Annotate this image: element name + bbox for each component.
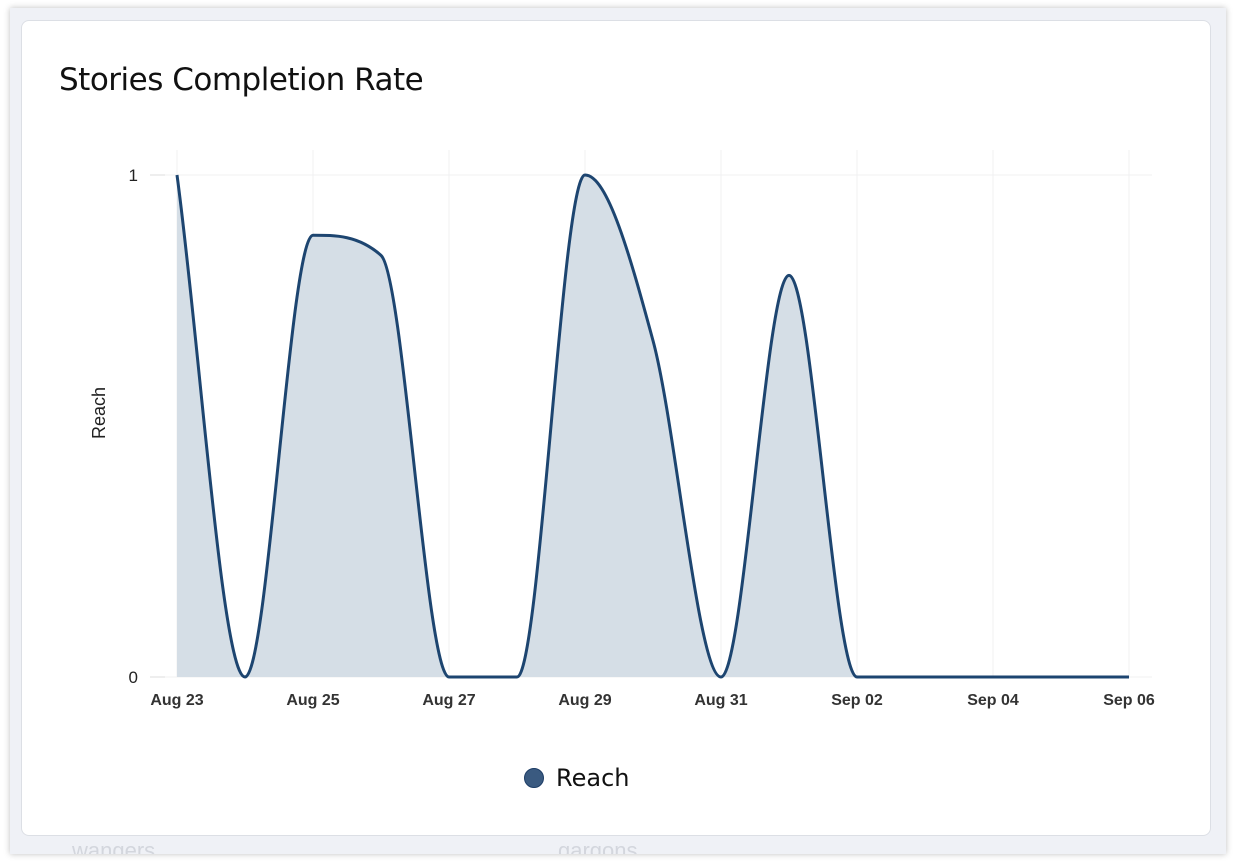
chart-title: Stories Completion Rate [59, 62, 424, 98]
x-tick-label: Aug 25 [286, 692, 339, 709]
x-tick-label: Aug 31 [694, 692, 747, 709]
x-tick-label: Sep 06 [1103, 692, 1155, 709]
y-axis-label: Reach [89, 387, 109, 439]
series-line-reach [175, 173, 1129, 679]
x-tick-label: Aug 23 [150, 692, 203, 709]
legend-marker [524, 768, 544, 788]
below-label: wangers [72, 838, 156, 854]
x-tick-label: Aug 29 [558, 692, 611, 709]
y-tick-label: 0 [129, 668, 138, 687]
x-tick-label: Aug 27 [422, 692, 475, 709]
legend-label: Reach [556, 764, 630, 792]
x-tick-label: Sep 04 [967, 692, 1019, 709]
y-tick-label: 1 [129, 166, 138, 185]
legend[interactable]: Reach [524, 764, 629, 792]
below-label: gargons [558, 838, 638, 854]
x-tick-label: Sep 02 [831, 692, 883, 709]
series-area-reach [177, 175, 1129, 677]
